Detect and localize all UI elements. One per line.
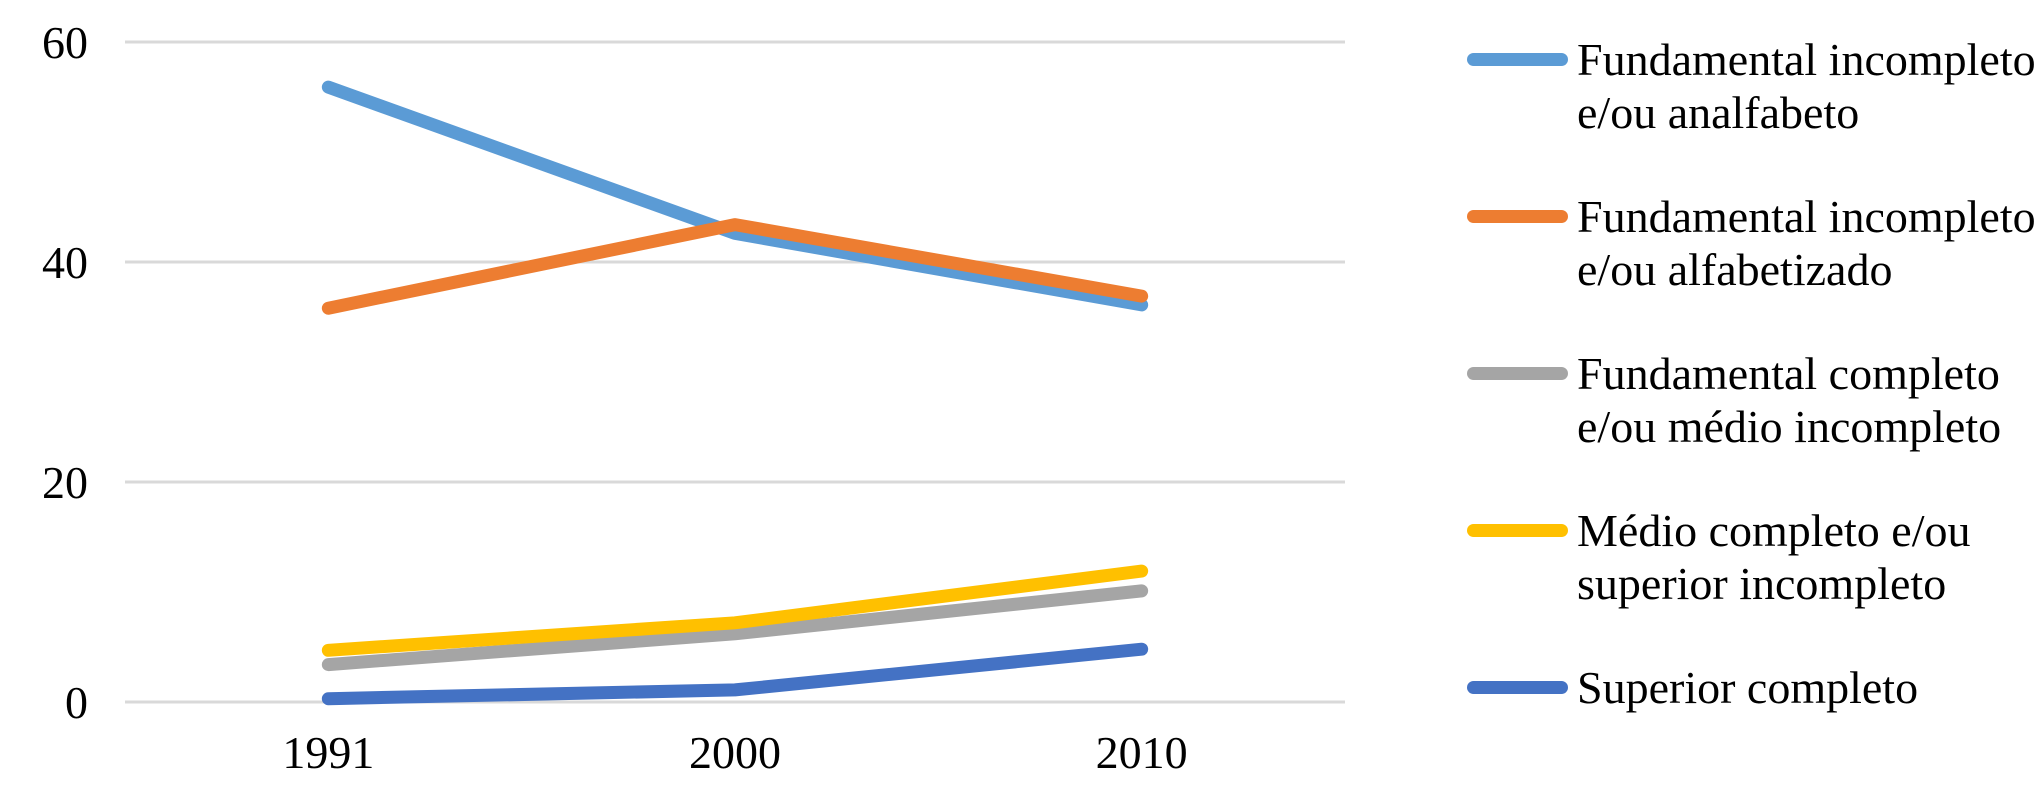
y-tick-label: 40 bbox=[42, 237, 88, 288]
legend-label: Fundamental completo e/ou médio incomplet… bbox=[1577, 347, 2001, 453]
legend-label-line: e/ou médio incompleto bbox=[1577, 401, 2002, 452]
legend-label-line: Fundamental completo bbox=[1577, 348, 2000, 399]
series-line bbox=[321, 80, 1149, 312]
x-tick-label: 2010 bbox=[1096, 727, 1188, 778]
chart-legend: Fundamental incompleto e/ou analfabeto Fun… bbox=[1467, 33, 2034, 714]
legend-label: Superior completo bbox=[1577, 661, 1918, 714]
legend-label-line: Fundamental incompleto bbox=[1577, 191, 2034, 242]
y-tick-label: 60 bbox=[42, 17, 88, 68]
legend-label-line: e/ou analfabeto bbox=[1577, 87, 1860, 138]
legend-label: Fundamental incompleto e/ou alfabetizado bbox=[1577, 190, 2034, 296]
legend-swatch bbox=[1467, 524, 1568, 537]
legend-swatch bbox=[1467, 367, 1568, 380]
series-line bbox=[321, 564, 1149, 657]
legend-label-line: superior incompleto bbox=[1577, 558, 1947, 609]
legend-label-line: Superior completo bbox=[1577, 662, 1919, 713]
legend-label: Médio completo e/ou superior incompleto bbox=[1577, 504, 1970, 610]
legend-label: Fundamental incompleto e/ou analfabeto bbox=[1577, 33, 2034, 139]
legend-swatch bbox=[1467, 681, 1568, 694]
x-tick-label: 1991 bbox=[282, 727, 374, 778]
legend-swatch bbox=[1467, 53, 1568, 66]
legend-label-line: Fundamental incompleto bbox=[1577, 34, 2034, 85]
series-line bbox=[321, 218, 1149, 315]
legend-label-line: Médio completo e/ou bbox=[1577, 505, 1971, 556]
y-tick-label: 20 bbox=[42, 457, 88, 508]
legend-entry: Fundamental incompleto e/ou alfabetizado bbox=[1467, 190, 2034, 296]
series-line bbox=[321, 642, 1149, 706]
legend-swatch bbox=[1467, 210, 1568, 223]
legend-entry: Fundamental completo e/ou médio incomplet… bbox=[1467, 347, 2034, 453]
series-line bbox=[321, 584, 1149, 672]
legend-label-line: e/ou alfabetizado bbox=[1577, 244, 1893, 295]
legend-entry: Fundamental incompleto e/ou analfabeto bbox=[1467, 33, 2034, 139]
legend-entry: Superior completo bbox=[1467, 661, 2034, 714]
y-tick-label: 0 bbox=[65, 677, 88, 728]
x-tick-label: 2000 bbox=[689, 727, 781, 778]
legend-entry: Médio completo e/ou superior incompleto bbox=[1467, 504, 2034, 610]
